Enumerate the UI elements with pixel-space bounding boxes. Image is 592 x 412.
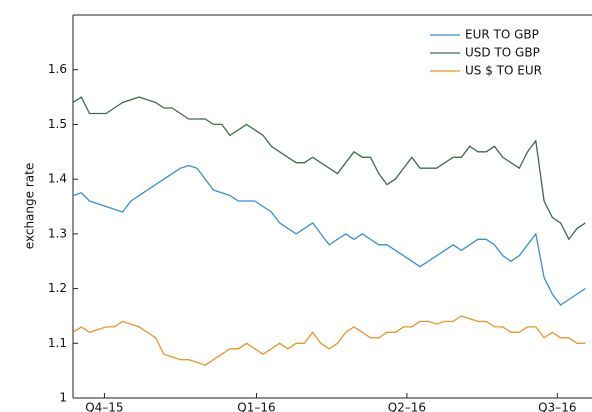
- y-tick-label: 1.6: [48, 62, 67, 76]
- x-tick-label: Q4–15: [85, 401, 123, 412]
- legend-label: EUR TO GBP: [465, 28, 539, 42]
- legend-label: USD TO GBP: [465, 46, 540, 60]
- x-tick-label: Q1–16: [237, 401, 275, 412]
- series-line: [73, 96, 586, 241]
- series-line: [73, 315, 586, 366]
- y-tick-label: 1: [59, 391, 67, 405]
- y-tick-label: 1.2: [48, 281, 67, 295]
- x-tick-label: Q3–16: [538, 401, 576, 412]
- y-tick-label: 1.3: [48, 226, 67, 240]
- y-axis-label: exchange rate: [23, 163, 37, 249]
- x-tick-label: Q2–16: [388, 401, 426, 412]
- y-tick-label: 1.5: [48, 117, 67, 131]
- y-tick-label: 1.1: [48, 336, 67, 350]
- series-line: [73, 164, 586, 306]
- y-tick-label: 1.4: [48, 172, 67, 186]
- legend-label: US $ TO EUR: [465, 64, 542, 78]
